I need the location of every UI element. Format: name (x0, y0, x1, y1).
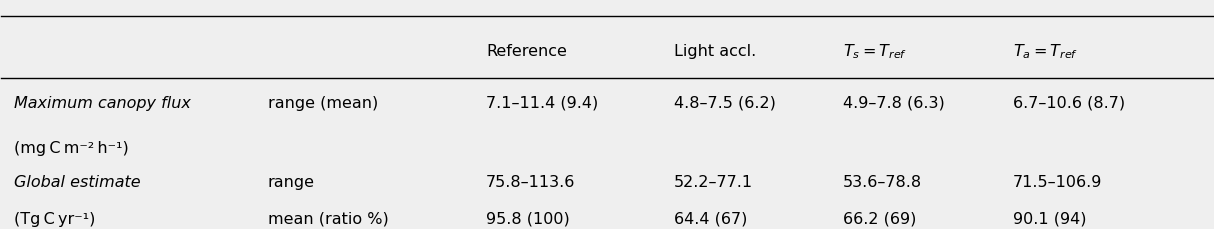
Text: Light accl.: Light accl. (674, 44, 756, 59)
Text: 71.5–106.9: 71.5–106.9 (1012, 174, 1102, 190)
Text: 4.9–7.8 (6.3): 4.9–7.8 (6.3) (844, 95, 944, 110)
Text: Maximum canopy flux: Maximum canopy flux (13, 95, 191, 110)
Text: mean (ratio %): mean (ratio %) (268, 211, 388, 226)
Text: 90.1 (94): 90.1 (94) (1012, 211, 1087, 226)
Text: 7.1–11.4 (9.4): 7.1–11.4 (9.4) (486, 95, 599, 110)
Text: 64.4 (67): 64.4 (67) (674, 211, 747, 226)
Text: 75.8–113.6: 75.8–113.6 (486, 174, 575, 190)
Text: $\mathit{T_s}$$=$$\mathit{T_{ref}}$: $\mathit{T_s}$$=$$\mathit{T_{ref}}$ (844, 42, 908, 60)
Text: 95.8 (100): 95.8 (100) (486, 211, 569, 226)
Text: (Tg C yr⁻¹): (Tg C yr⁻¹) (13, 211, 95, 226)
Text: range (mean): range (mean) (268, 95, 378, 110)
Text: 52.2–77.1: 52.2–77.1 (674, 174, 753, 190)
Text: 6.7–10.6 (8.7): 6.7–10.6 (8.7) (1012, 95, 1125, 110)
Text: 53.6–78.8: 53.6–78.8 (844, 174, 923, 190)
Text: Reference: Reference (486, 44, 567, 59)
Text: (mg C m⁻² h⁻¹): (mg C m⁻² h⁻¹) (13, 141, 129, 156)
Text: 4.8–7.5 (6.2): 4.8–7.5 (6.2) (674, 95, 776, 110)
Text: range: range (268, 174, 314, 190)
Text: Global estimate: Global estimate (13, 174, 140, 190)
Text: $\mathit{T_a}$$=$$\mathit{T_{ref}}$: $\mathit{T_a}$$=$$\mathit{T_{ref}}$ (1012, 42, 1078, 60)
Text: 66.2 (69): 66.2 (69) (844, 211, 917, 226)
